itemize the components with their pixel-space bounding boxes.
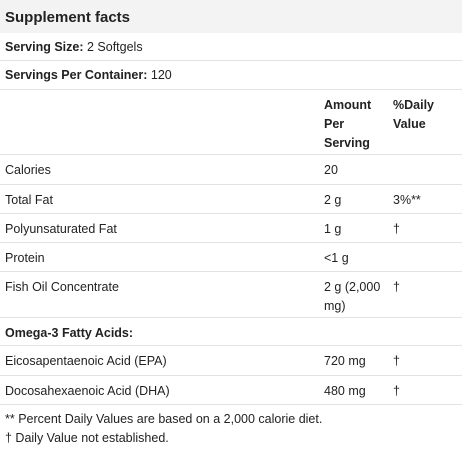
nutrient-name: Protein (5, 251, 45, 265)
header-daily-value: %Daily Value (393, 98, 434, 131)
title: Supplement facts (0, 0, 462, 33)
footnote: ** Percent Daily Values are based on a 2… (5, 412, 323, 426)
daily-value (393, 243, 462, 249)
nutrient-name: Eicosapentaenoic Acid (EPA) (5, 354, 167, 368)
daily-value: † (393, 222, 400, 236)
nutrient-name: Calories (5, 163, 51, 177)
serving-size: Serving Size: 2 Softgels (0, 33, 462, 61)
serving-size-value: 2 Softgels (86, 40, 143, 54)
amount: 480 mg (324, 384, 366, 398)
table-row: Eicosapentaenoic Acid (EPA) 720 mg † (0, 346, 462, 376)
footnotes: ** Percent Daily Values are based on a 2… (0, 405, 462, 448)
amount: 1 g (324, 222, 342, 236)
table-row: Fish Oil Concentrate 2 g (2,000 mg) † (0, 272, 462, 318)
table-row: Total Fat 2 g 3%** (0, 185, 462, 214)
servings-value: 120 (150, 68, 172, 82)
nutrient-name: Total Fat (5, 193, 53, 207)
serving-size-label: Serving Size: (5, 40, 84, 54)
daily-value: 3%** (393, 193, 421, 207)
table-row: Protein <1 g (0, 243, 462, 272)
daily-value (393, 155, 462, 161)
amount: 20 (324, 163, 338, 177)
table-row: Docosahexaenoic Acid (DHA) 480 mg † (0, 376, 462, 405)
daily-value: † (393, 280, 400, 294)
daily-value: † (393, 354, 400, 368)
header-amount: Amount Per Serving (324, 98, 372, 150)
servings-label: Servings Per Container: (5, 68, 148, 82)
table-body: Calories 20 Total Fat 2 g 3%** Polyunsaturate… (0, 155, 462, 405)
amount: 2 g (2,000 mg) (324, 280, 381, 313)
nutrient-name: Polyunsaturated Fat (5, 222, 117, 236)
table-row: Omega-3 Fatty Acids: (0, 318, 462, 346)
footnote: † Daily Value not established. (5, 431, 169, 445)
nutrient-name: Fish Oil Concentrate (5, 280, 119, 294)
nutrient-name: Docosahexaenoic Acid (DHA) (5, 384, 170, 398)
servings-per-container: Servings Per Container: 120 (0, 61, 462, 90)
amount: <1 g (324, 251, 349, 265)
table-header: Amount Per Serving %Daily Value (0, 90, 462, 155)
amount: 720 mg (324, 354, 366, 368)
table-row: Polyunsaturated Fat 1 g † (0, 214, 462, 243)
amount: 2 g (324, 193, 342, 207)
table-row: Calories 20 (0, 155, 462, 185)
daily-value: † (393, 384, 400, 398)
section-heading: Omega-3 Fatty Acids: (5, 326, 134, 340)
header-spacer (0, 90, 324, 96)
